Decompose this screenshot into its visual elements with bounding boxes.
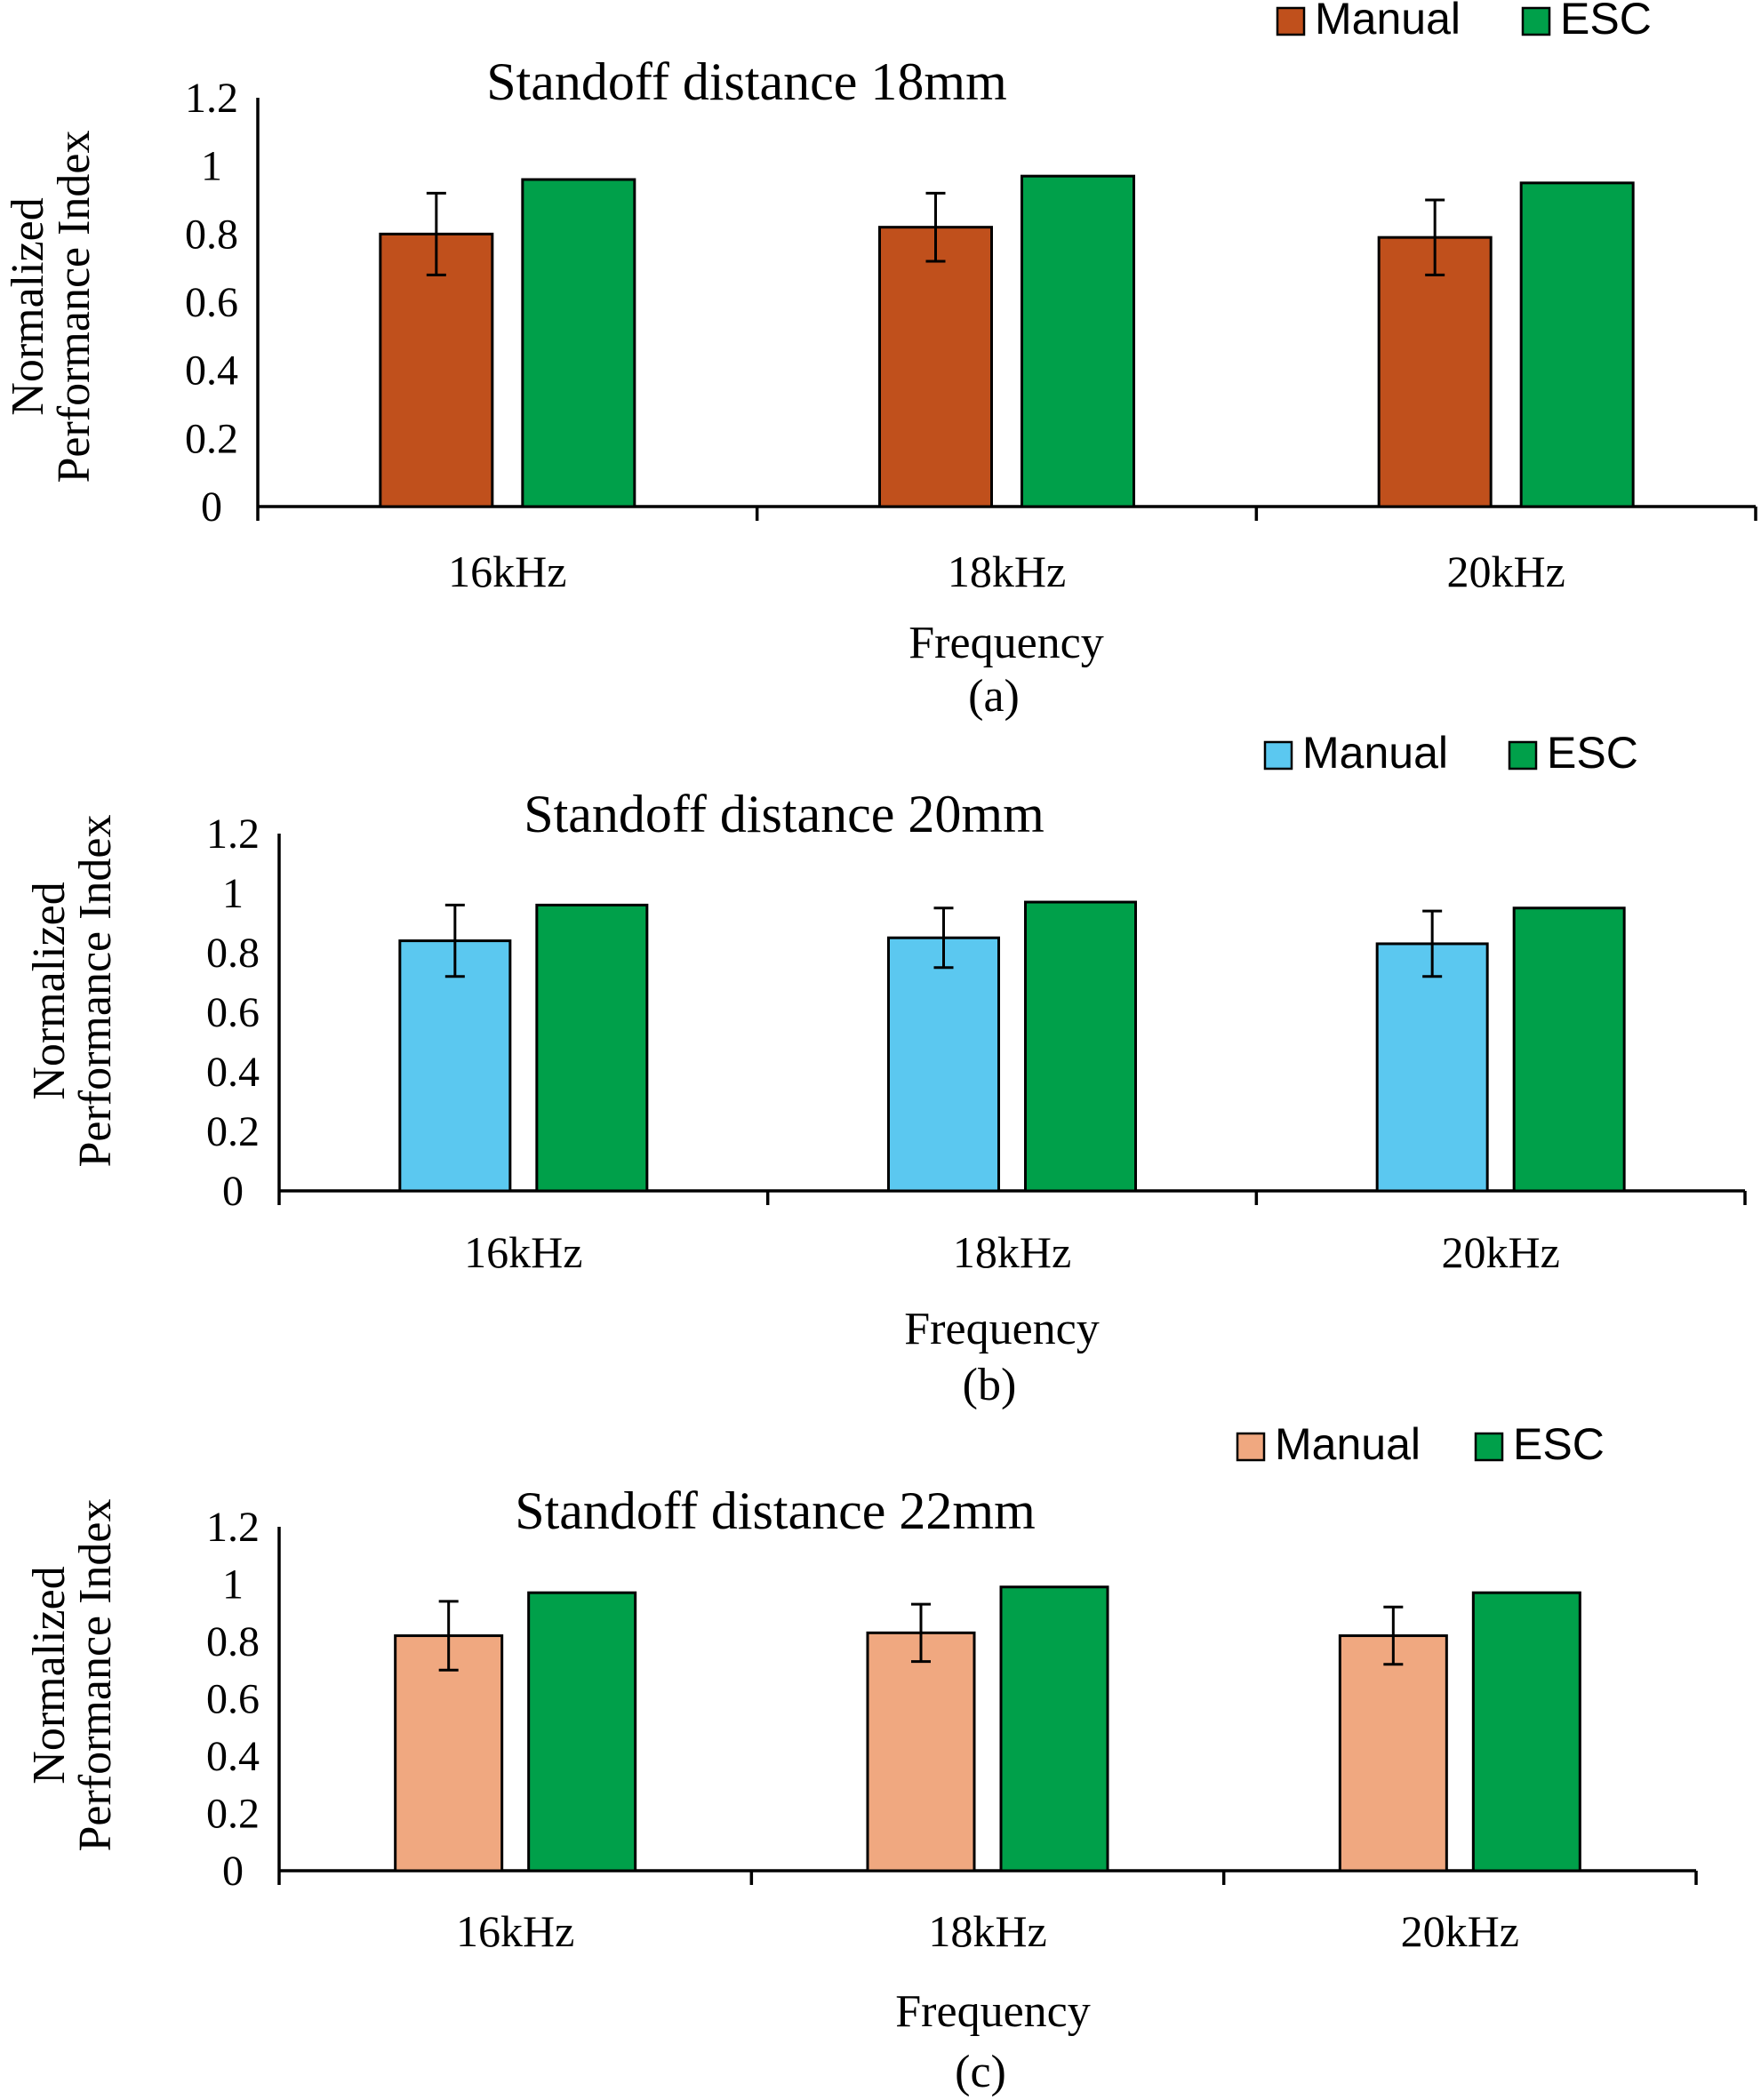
bar-esc-20khz [1471, 1591, 1581, 1872]
bar-esc-20khz [1519, 181, 1635, 508]
bar-esc-16khz [535, 903, 649, 1193]
bar-manual-20khz [1375, 942, 1489, 1193]
x-tick-label: 18kHz [948, 547, 1066, 596]
y-tick-label: 0.4 [185, 347, 238, 395]
legend-swatch-manual [1236, 1432, 1266, 1462]
y-tick-label: 0.2 [206, 1108, 260, 1155]
y-tick-label: 0.6 [206, 989, 260, 1036]
y-tick-label: 0.4 [206, 1733, 260, 1780]
bar-manual-18khz [887, 936, 1000, 1193]
legend-label-manual: Manual [1315, 0, 1461, 44]
error-bar-manual-16khz [438, 1600, 459, 1672]
legend-swatch-manual [1276, 6, 1306, 36]
y-tick-label: 0.2 [185, 415, 238, 462]
chart-title: Standoff distance 22mm [515, 1481, 1035, 1540]
error-bar-manual-16khz [444, 903, 465, 978]
error-bar-manual-18khz [911, 1602, 931, 1664]
x-tick-label: 20kHz [1447, 547, 1565, 596]
x-tick-label: 16kHz [464, 1227, 582, 1277]
chart-title: Standoff distance 18mm [486, 52, 1006, 111]
bar-esc-16khz [521, 178, 636, 508]
chart-c: Standoff distance 22mm NormalizedPerforma… [24, 1419, 1698, 2097]
y-axis-label-line-2: Performance Index [49, 130, 100, 483]
legend-label-esc: ESC [1560, 0, 1652, 44]
error-bar-manual-18khz [933, 906, 954, 970]
x-tick-label: 20kHz [1401, 1906, 1519, 1956]
bar-esc-18khz [1024, 900, 1137, 1193]
error-bar-manual-16khz [426, 191, 446, 276]
bar-esc-20khz [1512, 906, 1626, 1193]
y-axis-label-line-1: Normalized [24, 1566, 75, 1784]
legend-swatch-esc [1474, 1432, 1504, 1462]
x-tick-label: 18kHz [953, 1227, 1071, 1277]
y-tick-label: 0 [222, 1168, 244, 1215]
bar-manual-16khz [398, 939, 512, 1193]
y-axis-label-line-1: Normalized [24, 882, 75, 1099]
bar-manual-20khz [1338, 1634, 1448, 1872]
y-tick-label: 0 [222, 1848, 244, 1895]
bar-esc-18khz [999, 1585, 1109, 1872]
bar-esc-18khz [1021, 174, 1135, 508]
y-tick-label: 0.2 [206, 1791, 260, 1838]
x-tick-label: 18kHz [928, 1906, 1046, 1956]
y-axis-label-line-2: Performance Index [70, 814, 121, 1167]
y-tick-label: 0.6 [206, 1676, 260, 1723]
x-axis-label: Frequency [904, 1304, 1099, 1354]
legend: Manual ESC [1276, 0, 1652, 44]
bar-esc-16khz [527, 1591, 637, 1872]
bar-manual-16khz [379, 232, 494, 508]
bar-manual-18khz [878, 226, 993, 508]
x-tick-label: 20kHz [1442, 1227, 1560, 1277]
bar-manual-18khz [866, 1631, 976, 1872]
error-bar-manual-20khz [1383, 1605, 1404, 1666]
x-tick-label: 16kHz [448, 547, 566, 596]
figure-caption: (a) [968, 671, 1020, 722]
legend-swatch-esc [1508, 740, 1538, 771]
bar-manual-20khz [1377, 236, 1493, 508]
figure-caption: (c) [955, 2047, 1006, 2097]
legend-swatch-manual [1263, 740, 1293, 771]
legend-label-manual: Manual [1275, 1419, 1421, 1469]
legend-label-manual: Manual [1302, 728, 1448, 778]
error-bar-manual-18khz [925, 191, 946, 263]
x-axis-label: Frequency [909, 618, 1103, 668]
y-tick-label: 0.8 [185, 211, 238, 258]
legend-label-esc: ESC [1513, 1419, 1605, 1469]
error-bar-manual-20khz [1425, 198, 1445, 276]
x-tick-label: 16kHz [456, 1906, 574, 1956]
y-tick-label: 1 [222, 1561, 244, 1609]
x-axis-label: Frequency [895, 1986, 1090, 2037]
y-tick-label: 0.8 [206, 930, 260, 977]
y-tick-label: 0 [201, 483, 222, 531]
chart-a: Standoff distance 18mm NormalizedPerforma… [3, 0, 1757, 722]
y-axis-label-line-1: Normalized [3, 197, 53, 415]
figure-caption: (b) [963, 1360, 1017, 1410]
legend: Manual ESC [1263, 728, 1638, 778]
bar-manual-16khz [394, 1634, 504, 1872]
error-bar-manual-20khz [1422, 909, 1443, 978]
y-tick-label: 0.4 [206, 1049, 260, 1096]
y-tick-label: 0.8 [206, 1618, 260, 1665]
chart-title: Standoff distance 20mm [524, 785, 1044, 843]
chart-b: Standoff distance 20mm NormalizedPerforma… [24, 728, 1747, 1410]
y-tick-label: 1.2 [206, 1504, 260, 1551]
legend: Manual ESC [1236, 1419, 1605, 1469]
y-tick-label: 1 [201, 143, 222, 190]
y-tick-label: 0.6 [185, 279, 238, 326]
y-axis-label-line-2: Performance Index [70, 1498, 121, 1851]
y-tick-label: 1.2 [185, 75, 238, 122]
legend-label-esc: ESC [1547, 728, 1638, 778]
y-tick-label: 1 [222, 870, 244, 917]
legend-swatch-esc [1521, 6, 1551, 36]
y-tick-label: 1.2 [206, 810, 260, 858]
